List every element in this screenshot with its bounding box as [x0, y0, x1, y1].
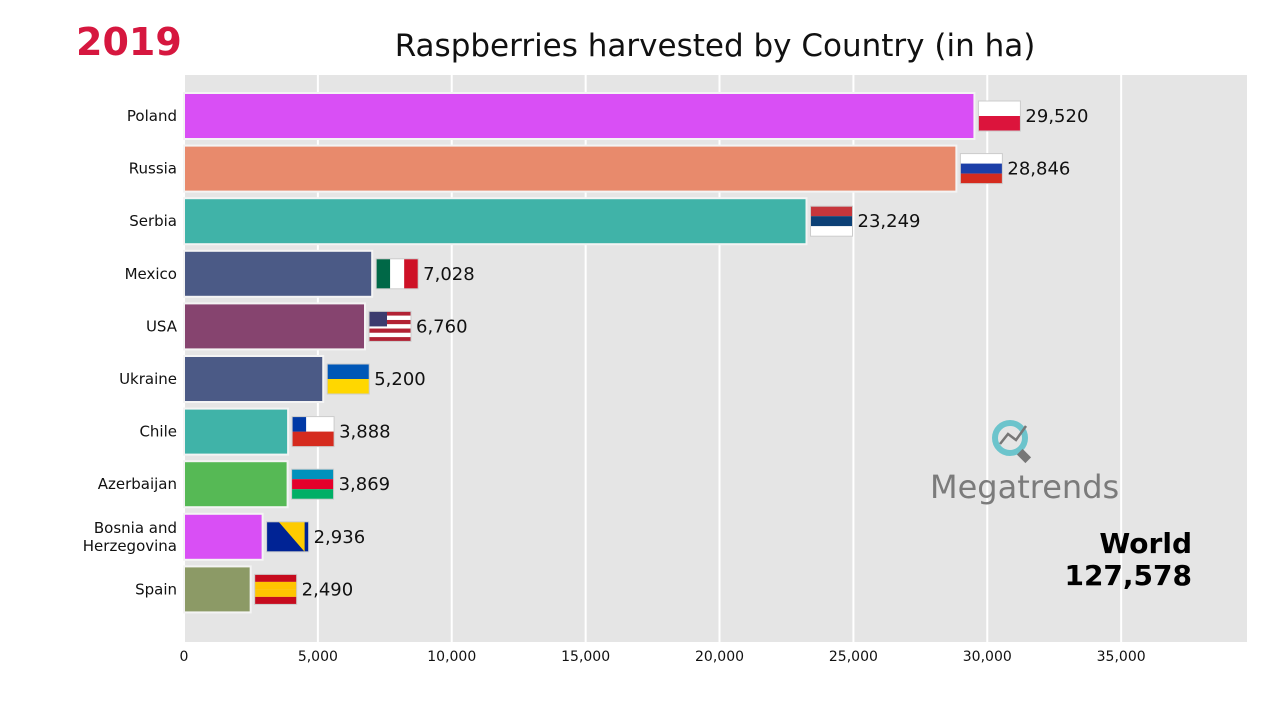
bar: [183, 355, 325, 403]
bar: [183, 512, 264, 561]
value-label: 6,760: [416, 316, 468, 337]
azerbaijan-flag-icon: [291, 468, 335, 500]
category-label: Bosnia and Herzegovina: [83, 519, 177, 555]
category-label: Chile: [139, 423, 177, 441]
category-label: Serbia: [129, 212, 177, 230]
value-label: 3,869: [339, 474, 391, 495]
bar: [183, 407, 290, 456]
x-tick-label: 30,000: [963, 649, 1012, 665]
mexico-flag-icon: [375, 258, 419, 290]
bar: [183, 302, 367, 351]
x-tick-label: 35,000: [1097, 649, 1146, 665]
x-tick-label: 20,000: [695, 649, 744, 665]
bar: [183, 565, 252, 614]
bosnia-flag-icon: [266, 521, 310, 553]
x-tick-label: 10,000: [427, 649, 476, 665]
world-value: 127,578: [1064, 559, 1192, 592]
category-label: Ukraine: [119, 370, 177, 388]
value-label: 5,200: [374, 369, 426, 390]
category-label: Spain: [135, 580, 177, 598]
x-tick-label: 5,000: [298, 649, 338, 665]
category-label: Russia: [129, 160, 177, 178]
value-label: 28,846: [1007, 159, 1070, 180]
chile-flag-icon: [291, 416, 335, 448]
bar: [183, 144, 958, 193]
chart-title: Raspberries harvested by Country (in ha): [394, 28, 1036, 64]
value-label: 2,936: [314, 527, 366, 548]
spain-flag-icon: [254, 573, 298, 605]
category-label: USA: [146, 317, 178, 335]
category-label: Poland: [127, 107, 177, 125]
serbia-flag-icon: [810, 205, 854, 237]
value-label: 7,028: [423, 264, 475, 285]
world-label: World: [1099, 527, 1192, 560]
bar: [183, 460, 289, 509]
ukraine-flag-icon: [326, 363, 370, 395]
world-total: World 127,578: [1064, 528, 1192, 592]
value-label: 3,888: [339, 422, 391, 443]
value-label: 23,249: [858, 211, 921, 232]
category-label: Azerbaijan: [98, 475, 177, 493]
poland-flag-icon: [977, 100, 1021, 132]
bar: [183, 249, 374, 298]
x-tick-label: 25,000: [829, 649, 878, 665]
x-tick-label: 15,000: [561, 649, 610, 665]
category-label: Mexico: [125, 265, 177, 283]
megatrends-logo: Megatrends: [930, 418, 1119, 506]
bar: [183, 92, 976, 140]
usa-flag-icon: [368, 310, 412, 342]
bar: [183, 197, 808, 246]
x-tick-label: 0: [180, 649, 189, 665]
value-label: 29,520: [1025, 106, 1088, 127]
value-label: 2,490: [302, 579, 354, 600]
russia-flag-icon: [959, 153, 1003, 185]
year-label: 2019: [76, 20, 182, 64]
magnifier-chart-icon: [992, 420, 1032, 464]
